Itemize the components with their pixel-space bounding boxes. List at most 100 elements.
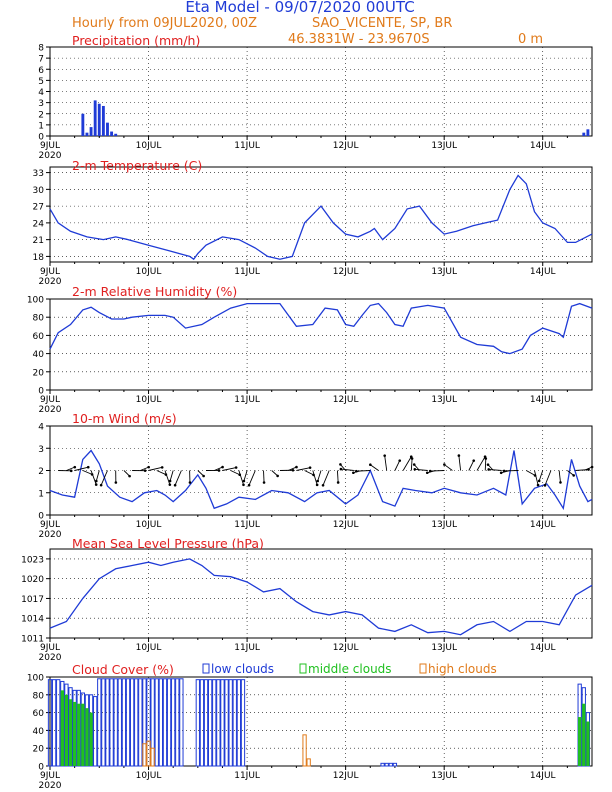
panel-title-mslp: Mean Sea Level Pressure (hPa)	[72, 536, 264, 551]
wind-barb	[100, 470, 108, 486]
wind-barb-head	[572, 474, 575, 477]
y-tick-label: 30	[33, 186, 45, 196]
legend-high-swatch	[419, 663, 427, 674]
x-tick-label: 14JUL	[530, 520, 556, 530]
wind-barb-head	[536, 483, 540, 487]
cloud-low-bar	[228, 679, 233, 767]
wind-barb	[66, 466, 75, 471]
wind-barb	[356, 470, 371, 472]
cloud-low-bar	[105, 678, 110, 767]
precip-bar	[85, 132, 89, 136]
cloud-high-bar	[302, 734, 307, 767]
x-tick-label: 9JUL	[40, 267, 60, 277]
x-tick-label: 14JUL	[530, 395, 556, 405]
cloud-low-bar	[129, 678, 135, 767]
precip-bar	[106, 122, 109, 136]
x-tick-label: 13JUL	[431, 141, 457, 151]
cloud-low-bar	[392, 762, 398, 767]
x-tick-label: 11JUL	[234, 643, 260, 653]
wind-barb-head	[339, 467, 343, 471]
wind-barb-head	[321, 483, 325, 487]
wind-barb-head	[316, 479, 320, 483]
y-tick-label: 80	[33, 314, 45, 324]
cloud-low-bar	[220, 679, 225, 767]
cloud-middle-bar	[77, 703, 81, 766]
panel-title-rh: 2-m Relative Humidity (%)	[72, 284, 237, 299]
legend-low-label: low clouds	[211, 662, 274, 676]
x-tick-label: 13JUL	[431, 643, 457, 653]
wind-barb-head	[487, 468, 491, 471]
x-year-label: 2020	[39, 151, 62, 161]
wind-barb	[140, 466, 149, 471]
x-year-label: 2020	[39, 653, 62, 663]
wind-barb-head	[69, 469, 73, 473]
cloud-low-bar	[232, 679, 237, 767]
x-tick-label: 10JUL	[136, 643, 162, 653]
cloud-low-bar	[158, 678, 164, 767]
wind-barb	[148, 466, 163, 471]
y-tick-label: 0	[38, 387, 44, 397]
wind-barb	[296, 467, 311, 471]
panel-cloud: 0 20 40 60 80 100 9JUL 10JUL 11JUL 12JUL 13JUL 14JU…	[27, 662, 593, 791]
wind-barb-head	[443, 463, 446, 466]
y-tick-label: 40	[33, 727, 45, 737]
wind-barb	[414, 468, 428, 471]
wind-barb	[384, 455, 388, 471]
x-tick-label: 13JUL	[431, 771, 457, 781]
wind-barb-head	[86, 465, 90, 469]
wind-barb	[544, 470, 552, 486]
panel-frame	[49, 676, 593, 767]
legend-low-swatch	[202, 663, 210, 674]
series-line-rh	[49, 302, 593, 355]
wind-barb	[583, 466, 593, 471]
y-tick-label: 1023	[21, 555, 44, 565]
y-tick-label: 3	[38, 99, 44, 109]
wind-barb	[214, 466, 223, 471]
panel-wind: 0 1 2 3 4 9JUL 10JUL 11JUL 12JUL 13JUL 14JUL 2020 10…	[38, 411, 594, 540]
x-tick-label: 9JUL	[40, 643, 60, 653]
wind-barb-head	[128, 474, 131, 478]
wind-barb-head	[168, 479, 172, 483]
x-tick-label: 11JUL	[234, 395, 260, 405]
wind-barb-head	[369, 463, 372, 467]
cloud-low-bar	[138, 678, 143, 767]
wind-barb-head	[502, 469, 506, 473]
wind-barb-head	[413, 467, 417, 471]
wind-barb	[248, 470, 256, 486]
wind-barb-head	[308, 466, 312, 469]
wind-barb	[567, 470, 574, 476]
panel-temp: 18 21 24 27 30 33 9JUL 10JUL 11JUL 12JUL 13JUL 14JU…	[33, 158, 593, 287]
wind-barb	[538, 470, 544, 482]
y-tick-label: 0	[38, 512, 44, 522]
cloud-low-bar	[97, 678, 102, 767]
precip-bar	[582, 132, 586, 136]
cloud-middle-bar	[60, 690, 64, 766]
wind-barb	[312, 470, 318, 485]
wind-barb-head	[484, 457, 488, 460]
wind-barb-head	[486, 463, 490, 466]
wind-barb	[410, 458, 413, 471]
cloud-middle-bar	[72, 701, 77, 766]
precip-bar	[97, 103, 101, 136]
wind-barb-head	[590, 465, 594, 469]
cloud-middle-bar	[68, 699, 73, 766]
wind-barb-head	[202, 474, 205, 478]
x-tick-label: 9JUL	[40, 395, 60, 405]
chart-subtitle: Hourly from 09JUL2020, 00Z	[72, 16, 257, 31]
y-tick-label: 0	[38, 763, 44, 773]
y-tick-label: 20	[33, 745, 45, 755]
y-tick-label: 40	[33, 350, 45, 360]
y-tick-label: 60	[33, 709, 45, 719]
wind-barb-head	[428, 469, 432, 473]
cloud-middle-bar	[586, 721, 590, 766]
cloud-low-bar	[51, 679, 57, 767]
cloud-low-bar	[93, 696, 98, 767]
y-tick-label: 1011	[21, 635, 44, 645]
wind-barb-head	[412, 463, 416, 466]
cloud-middle-bar	[582, 703, 586, 766]
cloud-low-bar	[101, 678, 106, 767]
x-tick-label: 12JUL	[333, 267, 359, 277]
wind-barb-head	[143, 469, 147, 472]
x-year-label: 2020	[39, 405, 62, 415]
